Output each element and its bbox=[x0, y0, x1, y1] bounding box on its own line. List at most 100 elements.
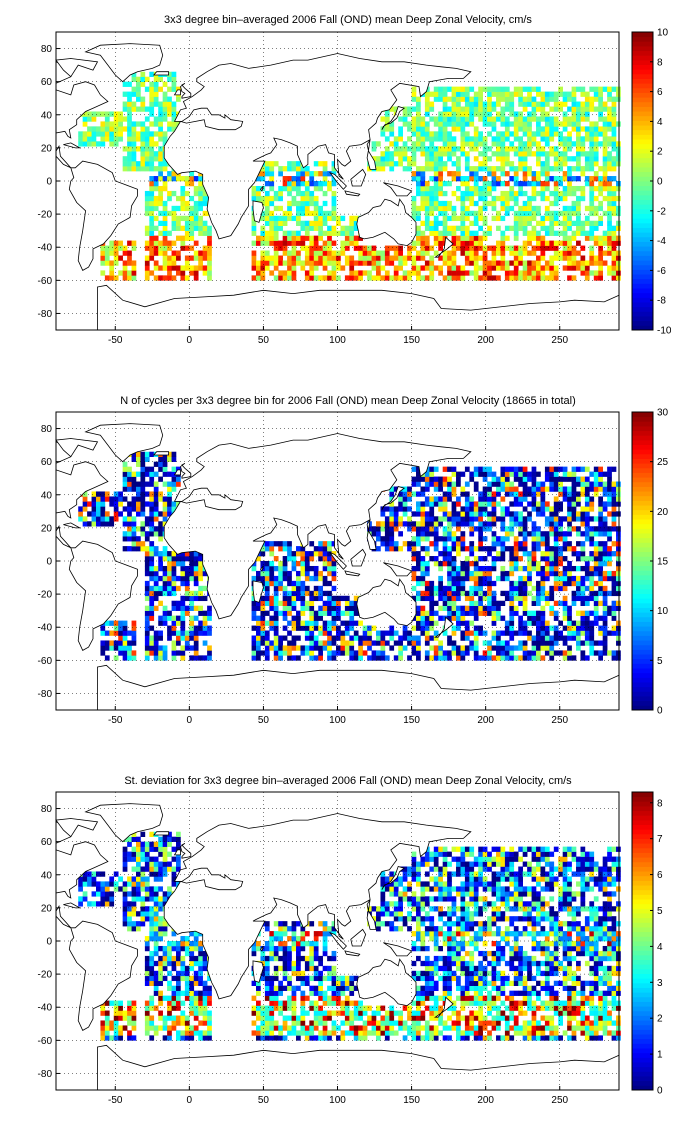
data-cell bbox=[416, 141, 421, 147]
data-cell bbox=[389, 151, 395, 157]
data-cell bbox=[593, 91, 599, 97]
data-cell bbox=[447, 565, 452, 572]
data-cell bbox=[562, 536, 568, 542]
data-cell bbox=[460, 210, 466, 217]
data-cell bbox=[593, 126, 599, 132]
data-cell bbox=[473, 215, 479, 222]
data-cell bbox=[149, 610, 155, 616]
data-cell bbox=[162, 230, 168, 236]
data-cell bbox=[451, 556, 457, 562]
data-cell bbox=[447, 551, 452, 557]
data-cell bbox=[149, 526, 155, 532]
data-cell bbox=[549, 255, 555, 261]
data-cell bbox=[544, 551, 550, 557]
data-cell bbox=[327, 235, 332, 241]
data-cell bbox=[478, 131, 483, 137]
data-cell bbox=[318, 225, 323, 231]
data-cell bbox=[304, 630, 310, 636]
data-cell bbox=[384, 640, 390, 646]
data-cell bbox=[447, 516, 452, 522]
data-cell bbox=[296, 161, 301, 167]
data-cell bbox=[496, 225, 501, 231]
data-cell bbox=[264, 620, 270, 626]
data-cell bbox=[176, 575, 181, 582]
data-cell bbox=[442, 220, 448, 226]
data-cell bbox=[491, 121, 497, 127]
data-cell bbox=[571, 106, 577, 112]
data-cell bbox=[144, 151, 150, 157]
data-cell bbox=[180, 551, 186, 557]
data-cell bbox=[509, 615, 515, 621]
data-cell bbox=[611, 270, 617, 276]
data-cell bbox=[491, 265, 497, 271]
data-cell bbox=[424, 260, 430, 266]
data-cell bbox=[402, 275, 408, 281]
data-cell bbox=[171, 476, 177, 482]
data-cell bbox=[304, 575, 310, 582]
data-cell bbox=[331, 255, 337, 261]
data-cell bbox=[251, 645, 257, 651]
data-cell bbox=[540, 245, 546, 251]
data-cell bbox=[451, 575, 457, 582]
data-cell bbox=[464, 131, 470, 137]
data-cell bbox=[567, 506, 572, 512]
data-cell bbox=[256, 640, 261, 646]
data-cell bbox=[300, 245, 306, 251]
data-cell bbox=[167, 101, 172, 107]
data-cell bbox=[251, 255, 257, 261]
data-cell bbox=[184, 260, 190, 266]
data-cell bbox=[558, 91, 563, 97]
data-cell bbox=[113, 255, 119, 261]
colorbar-segment bbox=[632, 630, 653, 636]
data-cell bbox=[318, 595, 323, 602]
data-cell bbox=[193, 630, 199, 636]
data-cell bbox=[278, 225, 283, 231]
data-cell bbox=[447, 270, 452, 276]
data-cell bbox=[207, 260, 212, 266]
data-cell bbox=[380, 131, 386, 137]
data-cell bbox=[558, 620, 563, 626]
data-cell bbox=[176, 501, 181, 507]
data-cell bbox=[456, 546, 461, 552]
data-cell bbox=[518, 580, 523, 587]
data-cell bbox=[544, 185, 550, 192]
data-cell bbox=[109, 501, 115, 507]
data-cell bbox=[464, 96, 470, 102]
data-cell bbox=[402, 506, 408, 512]
data-cell bbox=[576, 161, 581, 167]
data-cell bbox=[553, 181, 559, 187]
data-cell bbox=[393, 630, 399, 636]
data-cell bbox=[313, 205, 319, 212]
data-cell bbox=[322, 640, 328, 646]
data-cell bbox=[189, 655, 195, 661]
data-cell bbox=[589, 481, 595, 487]
data-cell bbox=[109, 245, 115, 251]
data-cell bbox=[104, 275, 110, 281]
data-cell bbox=[509, 521, 515, 527]
data-cell bbox=[433, 136, 439, 142]
data-cell bbox=[171, 620, 177, 626]
data-cell bbox=[584, 640, 590, 646]
data-cell bbox=[451, 580, 457, 587]
data-cell bbox=[264, 230, 270, 236]
data-cell bbox=[593, 136, 599, 142]
data-cell bbox=[442, 481, 448, 487]
data-cell bbox=[549, 516, 555, 522]
data-cell bbox=[264, 210, 270, 217]
data-cell bbox=[300, 605, 306, 611]
data-cell bbox=[518, 86, 523, 92]
data-cell bbox=[500, 466, 506, 472]
data-cell bbox=[153, 531, 159, 537]
data-cell bbox=[100, 255, 106, 261]
data-cell bbox=[580, 590, 586, 597]
data-cell bbox=[518, 166, 523, 172]
data-cell bbox=[451, 96, 457, 102]
data-cell bbox=[478, 496, 483, 502]
data-cell bbox=[340, 245, 346, 251]
data-cell bbox=[433, 190, 439, 197]
data-cell bbox=[522, 565, 528, 572]
data-cell bbox=[576, 640, 581, 646]
data-cell bbox=[96, 521, 101, 527]
data-cell bbox=[589, 166, 595, 172]
data-cell bbox=[193, 240, 199, 246]
